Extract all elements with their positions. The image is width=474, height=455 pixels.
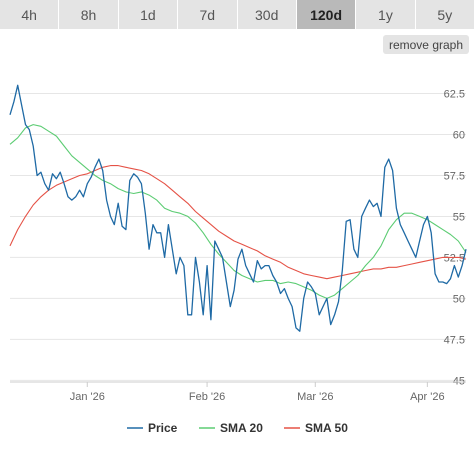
tab-30d[interactable]: 30d [237, 0, 297, 29]
legend-label-sma-50: SMA 50 [305, 421, 348, 435]
tab-8h[interactable]: 8h [59, 0, 119, 29]
remove-graph-button[interactable]: remove graph [383, 35, 469, 54]
y-tick-label: 62.5 [444, 89, 465, 101]
y-tick-label: 57.5 [444, 170, 465, 182]
x-tick-label: Apr '26 [410, 391, 445, 403]
tab-1y[interactable]: 1y [356, 0, 416, 29]
legend-label-price: Price [148, 421, 178, 435]
y-tick-label: 60 [453, 129, 465, 141]
x-tick-label: Mar '26 [297, 391, 333, 403]
tab-4h[interactable]: 4h [0, 0, 60, 29]
tab-1d[interactable]: 1d [118, 0, 179, 29]
x-tick-label: Jan '26 [70, 391, 105, 403]
tab-7d[interactable]: 7d [178, 0, 238, 29]
legend-label-sma-20: SMA 20 [220, 421, 263, 435]
tab-5y[interactable]: 5y [415, 0, 474, 29]
y-tick-label: 52.5 [444, 252, 465, 264]
series-line-price [9, 84, 467, 332]
series-line-sma-20 [9, 124, 467, 299]
y-tick-label: 45 [453, 375, 465, 387]
y-tick-label: 47.5 [444, 334, 465, 346]
y-tick-label: 50 [453, 293, 465, 305]
y-tick-label: 55 [453, 211, 465, 223]
x-tick-label: Feb '26 [189, 391, 225, 403]
tab-120d[interactable]: 120d [296, 0, 357, 29]
series-line-sma-50 [9, 165, 467, 280]
range-tabs: 4h 8h 1d 7d 30d 120d 1y 5y [0, 0, 474, 30]
